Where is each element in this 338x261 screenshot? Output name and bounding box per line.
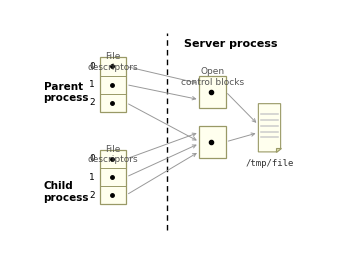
- Text: 1: 1: [90, 173, 95, 181]
- Text: Child
process: Child process: [44, 181, 89, 203]
- Text: 2: 2: [90, 191, 95, 200]
- Text: Open
control blocks: Open control blocks: [181, 68, 244, 87]
- Bar: [100, 150, 126, 204]
- Bar: [100, 57, 126, 112]
- Polygon shape: [258, 104, 281, 152]
- Text: 1: 1: [90, 80, 95, 89]
- Polygon shape: [276, 148, 281, 152]
- Bar: [199, 75, 226, 108]
- Bar: [199, 126, 226, 158]
- Text: Server process: Server process: [184, 39, 277, 49]
- Text: /tmp/file: /tmp/file: [245, 159, 294, 168]
- Text: 2: 2: [90, 98, 95, 107]
- Text: File
descriptors: File descriptors: [88, 145, 138, 164]
- Text: Parent
process: Parent process: [44, 82, 89, 103]
- Text: File
descriptors: File descriptors: [88, 52, 138, 72]
- Text: 0: 0: [90, 155, 95, 163]
- Text: 0: 0: [90, 62, 95, 71]
